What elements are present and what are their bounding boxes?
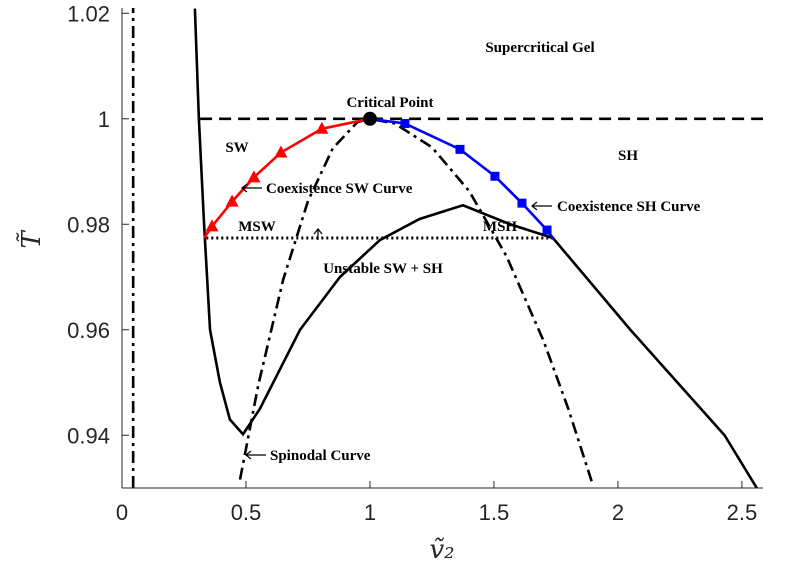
marker [315, 121, 329, 134]
arrow [313, 228, 323, 240]
arrow [245, 450, 266, 460]
y-tick-label: 0.98 [67, 212, 110, 237]
y-tick-label: 0.94 [67, 423, 110, 448]
x-tick-label: 0.5 [231, 500, 262, 525]
marker [400, 119, 410, 129]
curve [369, 117, 555, 239]
arrow [531, 201, 552, 211]
marker [517, 198, 527, 208]
annotation: MSH [483, 219, 518, 235]
annotation: Supercritical Gel [485, 40, 594, 56]
annotation: SW [225, 140, 248, 156]
curve [238, 117, 595, 487]
marker [274, 145, 288, 158]
x-tick-label: 2.5 [727, 500, 758, 525]
arrow [241, 183, 262, 193]
x-tick-label: 0 [116, 500, 128, 525]
y-tick-label: 1.02 [67, 1, 110, 26]
arrows [241, 183, 552, 460]
x-tick-label: 2 [612, 500, 624, 525]
marker [205, 219, 219, 232]
curve [193, 8, 758, 488]
annotation: Spinodal Curve [270, 448, 371, 464]
marker [542, 225, 552, 235]
marker [247, 170, 261, 183]
plot-area [131, 8, 763, 488]
y-tick-label: 0.96 [67, 318, 110, 343]
x-tick-label: 1 [364, 500, 376, 525]
marker [225, 194, 239, 207]
annotation: MSW [238, 219, 276, 235]
y-axis-label: T̃ [16, 230, 47, 249]
annotation: Critical Point [346, 95, 433, 111]
x-axis-label: ṽ₂ [429, 535, 454, 565]
marker [490, 171, 500, 181]
y-tick-label: 1 [98, 107, 110, 132]
marker [362, 111, 377, 126]
annotation: Coexistence SW Curve [266, 181, 413, 197]
x-tick-label: 1.5 [479, 500, 510, 525]
annotation: Unstable SW + SH [323, 261, 443, 277]
curve [203, 117, 371, 239]
annotation: Coexistence SH Curve [557, 199, 701, 215]
annotation: SH [618, 148, 638, 164]
marker [455, 144, 465, 154]
